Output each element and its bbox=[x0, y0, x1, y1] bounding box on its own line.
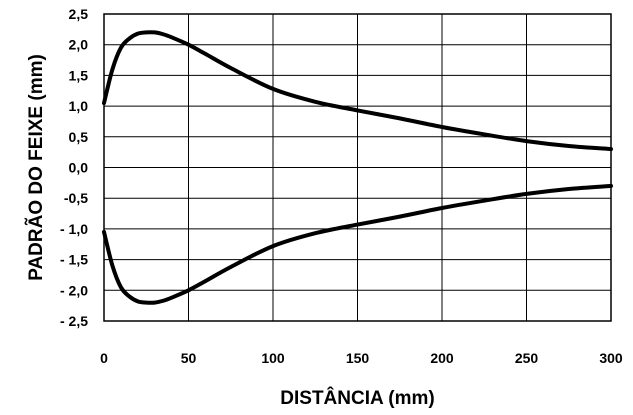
grid bbox=[103, 13, 612, 322]
y-tick-label: - 2,0 bbox=[60, 282, 88, 298]
series-group bbox=[102, 30, 613, 305]
y-axis-title: PADRÃO DO FEIXE (mm) bbox=[25, 54, 47, 281]
y-tick-label: 2,5 bbox=[69, 6, 89, 22]
y-tick-label: 1,5 bbox=[69, 67, 89, 83]
x-tick-label: 300 bbox=[599, 350, 623, 366]
x-tick-label: 150 bbox=[346, 350, 370, 366]
y-tick-label: - 1,5 bbox=[60, 252, 88, 268]
y-tick-label: 0,5 bbox=[69, 129, 89, 145]
plot-frame bbox=[103, 13, 612, 322]
upper-beam-line bbox=[102, 30, 613, 152]
x-tick-label: 0 bbox=[100, 350, 108, 366]
x-tick-label: 100 bbox=[261, 350, 285, 366]
y-tick-label: 2,0 bbox=[69, 37, 89, 53]
tick-labels: 2,5 2,0 1,5 1,0 0,5 0,0 -0,5 - 1,0 - 1,5 - 2,0 - 2… bbox=[60, 6, 623, 366]
x-tick-label: 200 bbox=[430, 350, 454, 366]
x-tick-label: 250 bbox=[515, 350, 539, 366]
x-tick-label: 50 bbox=[181, 350, 197, 366]
y-tick-label: 0,0 bbox=[69, 160, 89, 176]
lower-beam-line bbox=[102, 183, 613, 305]
y-tick-label: 1,0 bbox=[69, 98, 89, 114]
x-axis-title: DISTÂNCIA (mm) bbox=[280, 387, 434, 409]
y-tick-label: - 1,0 bbox=[60, 221, 88, 237]
y-tick-label: - 2,5 bbox=[60, 313, 88, 329]
y-tick-label: -0,5 bbox=[64, 190, 88, 206]
